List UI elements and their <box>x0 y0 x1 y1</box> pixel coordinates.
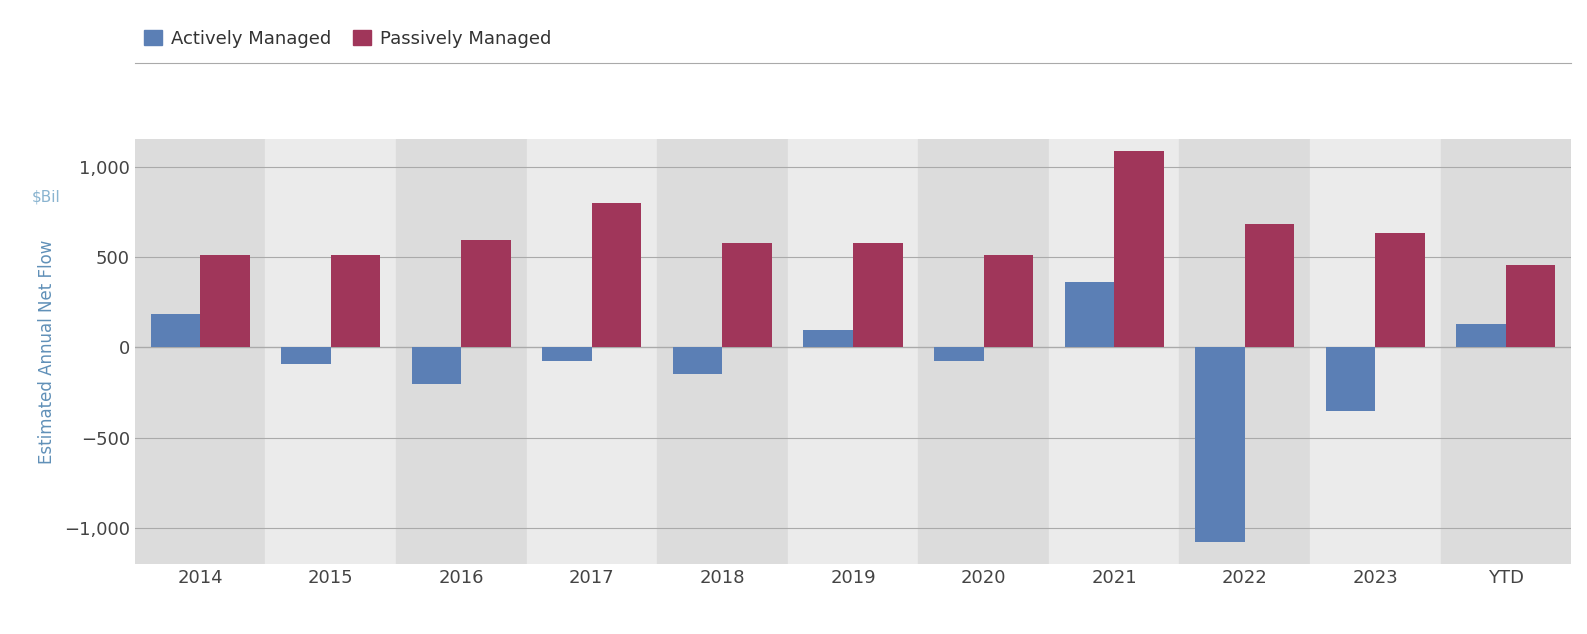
Bar <box>1195 347 1244 541</box>
Bar <box>462 240 511 347</box>
Bar <box>984 255 1033 347</box>
Legend: Actively Managed, Passively Managed: Actively Managed, Passively Managed <box>144 30 551 48</box>
Bar <box>200 255 249 347</box>
Bar <box>1309 139 1441 564</box>
Bar <box>722 243 771 347</box>
Bar <box>935 347 984 361</box>
Bar <box>657 139 787 564</box>
Bar <box>1065 282 1114 347</box>
Bar <box>151 314 200 347</box>
Bar <box>1506 265 1555 347</box>
Bar <box>854 243 903 347</box>
Bar <box>919 139 1049 564</box>
Bar <box>1179 139 1309 564</box>
Bar <box>592 203 641 347</box>
Bar <box>411 347 462 384</box>
Bar <box>673 347 722 375</box>
Bar <box>1376 233 1425 347</box>
Bar <box>1325 347 1376 411</box>
Bar <box>787 139 919 564</box>
Y-axis label: Estimated Annual Net Flow: Estimated Annual Net Flow <box>38 240 56 464</box>
Bar <box>527 139 657 564</box>
Bar <box>1049 139 1179 564</box>
Bar <box>265 139 397 564</box>
Bar <box>135 139 265 564</box>
Bar <box>543 347 592 361</box>
Bar <box>1114 152 1163 347</box>
Bar <box>281 347 330 364</box>
Bar <box>1457 324 1506 347</box>
Bar <box>330 255 381 347</box>
Text: $Bil: $Bil <box>32 190 60 204</box>
Bar <box>1244 224 1295 347</box>
Bar <box>1441 139 1571 564</box>
Bar <box>397 139 527 564</box>
Bar <box>803 330 854 347</box>
